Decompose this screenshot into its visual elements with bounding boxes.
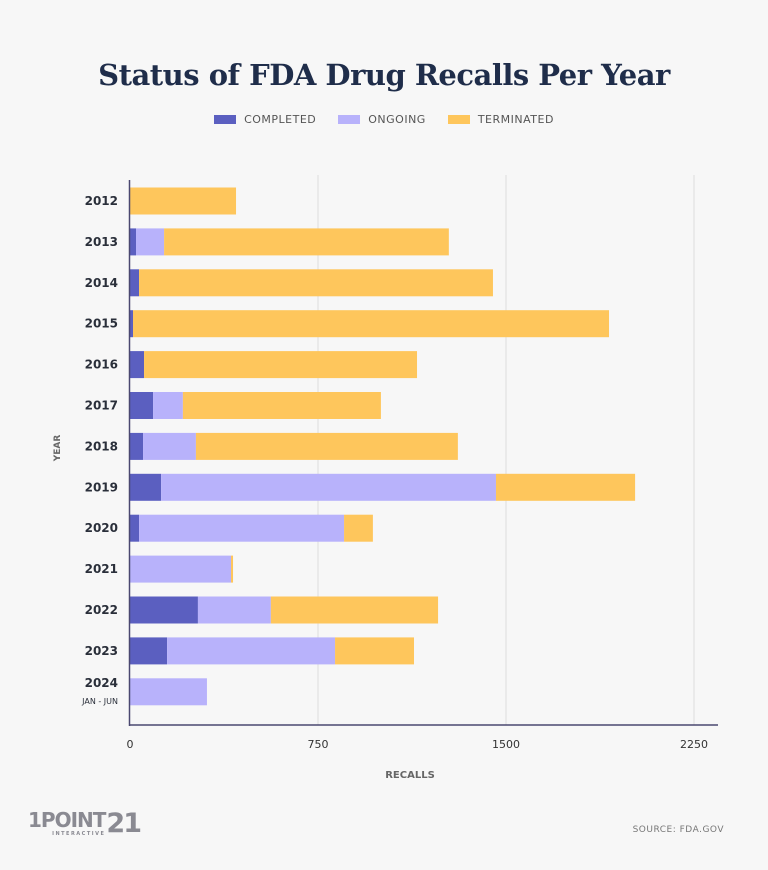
bar-ongoing-2021	[130, 555, 232, 583]
bar-terminated-2014	[139, 269, 493, 297]
legend-item-completed: COMPLETED	[214, 113, 316, 126]
bar-completed-2020	[130, 514, 140, 542]
y-tick-label: 2018	[85, 439, 118, 453]
bar-completed-2023	[130, 637, 168, 665]
bar-completed-2017	[130, 392, 154, 419]
brand-logo: 1POINT INTERACTIVE 21	[28, 808, 142, 839]
bar-terminated-2018	[195, 432, 458, 460]
bar-ongoing-2020	[139, 514, 345, 542]
bar-terminated-2023	[335, 637, 415, 665]
bar-completed-2022	[130, 596, 198, 624]
bar-ongoing-2018	[143, 432, 196, 460]
x-tick-label: 0	[127, 738, 134, 751]
bar-terminated-2022	[270, 596, 439, 624]
legend-label: COMPLETED	[244, 113, 317, 126]
legend-label: ONGOING	[368, 113, 426, 126]
y-tick-label: 2021	[85, 562, 118, 576]
bar-ongoing-2019	[161, 473, 496, 501]
bar-terminated-2013	[164, 228, 449, 256]
x-axis-title: RECALLS	[385, 770, 435, 781]
y-tick-label: 2023	[85, 644, 118, 658]
y-tick-label: 2017	[85, 399, 118, 413]
bar-ongoing-2022	[197, 596, 271, 624]
bar-terminated-2019	[495, 473, 636, 501]
logo-number: 21	[106, 808, 142, 839]
y-tick-label: 2013	[85, 235, 118, 249]
bar-completed-2018	[130, 432, 144, 460]
x-tick-label: 2250	[680, 738, 708, 751]
bar-completed-2013	[130, 228, 137, 256]
y-tick-label: 2016	[85, 358, 118, 372]
bar-terminated-2015	[133, 310, 610, 338]
bar-completed-2015	[130, 310, 134, 338]
bar-terminated-2016	[144, 351, 418, 379]
legend-swatch	[338, 115, 361, 124]
y-tick-sublabel: JAN - JUN	[81, 697, 118, 706]
y-tick-label: 2012	[85, 194, 118, 208]
y-tick-label: 2015	[85, 317, 118, 331]
logo-left: 1POINT INTERACTIVE	[28, 808, 106, 837]
x-tick-label: 1500	[492, 738, 520, 751]
bar-ongoing-2017	[153, 392, 183, 419]
bar-terminated-2017	[182, 392, 381, 419]
legend-label: TERMINATED	[477, 113, 554, 126]
y-tick-label: 2014	[85, 276, 118, 290]
bar-completed-2016	[130, 351, 145, 379]
bar-ongoing-2023	[167, 637, 336, 665]
y-axis-title: YEAR	[53, 435, 63, 463]
bar-ongoing-2013	[136, 228, 165, 256]
y-tick-label: 2019	[85, 480, 118, 494]
legend-item-terminated: TERMINATED	[447, 113, 554, 126]
x-tick-label: 750	[308, 738, 329, 751]
source-note: SOURCE: FDA.GOV	[632, 825, 724, 835]
chart-title: Status of FDA Drug Recalls Per Year	[98, 58, 670, 92]
y-tick-label: 2022	[85, 603, 118, 617]
y-tick-label: 2024	[85, 676, 118, 690]
bar-terminated-2021	[231, 555, 234, 583]
bar-completed-2019	[130, 473, 162, 501]
bar-completed-2014	[130, 269, 140, 297]
logo-text: 1POINT	[28, 808, 106, 832]
bar-terminated-2020	[344, 514, 373, 542]
bar-ongoing-2024	[130, 678, 207, 706]
legend-item-ongoing: ONGOING	[338, 113, 426, 126]
legend: COMPLETED ONGOING TERMINATED	[0, 113, 768, 126]
y-tick-label: 2020	[85, 521, 118, 535]
legend-swatch	[214, 115, 237, 124]
logo-subtext: INTERACTIVE	[52, 831, 106, 837]
legend-swatch	[447, 115, 470, 124]
bar-terminated-2012	[130, 187, 237, 215]
